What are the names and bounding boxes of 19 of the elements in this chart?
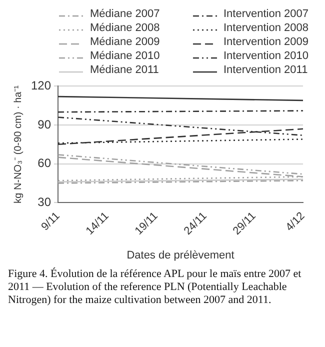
legend-label: Médiane 2011 xyxy=(90,64,159,76)
y-tick-label: 60 xyxy=(38,156,52,170)
legend-label: Intervention 2008 xyxy=(224,22,309,34)
legend-label: Médiane 2010 xyxy=(90,50,160,62)
x-tick-label: 9/11 xyxy=(39,210,62,234)
legend-label: Intervention 2007 xyxy=(224,8,309,20)
x-tick-label: 4/12 xyxy=(284,210,308,234)
y-tick-label: 120 xyxy=(30,78,52,93)
legend-label: Médiane 2009 xyxy=(90,36,160,48)
y-tick-label: 30 xyxy=(38,194,52,209)
y-axis-title: kg N-NO₃⁻ (0-90 cm) · ha⁻¹ xyxy=(12,84,24,204)
caption: Figure 4. Évolution de la référence APL pour le maïs entre 2007 et 2011 — Evolution of the reference PLN (Potentially Leachable Nitrogen) for the maize cultivation between 2007 and 2011. xyxy=(8,268,302,307)
legend-label: Intervention 2010 xyxy=(224,50,309,62)
legend-label: Intervention 2009 xyxy=(224,36,309,48)
y-tick-label: 90 xyxy=(38,117,52,132)
legend-label: Médiane 2007 xyxy=(90,8,160,20)
legend-label: Médiane 2008 xyxy=(90,22,160,34)
x-axis-title: Dates de prélèvement xyxy=(126,249,234,262)
legend-label: Intervention 2011 xyxy=(224,64,308,76)
